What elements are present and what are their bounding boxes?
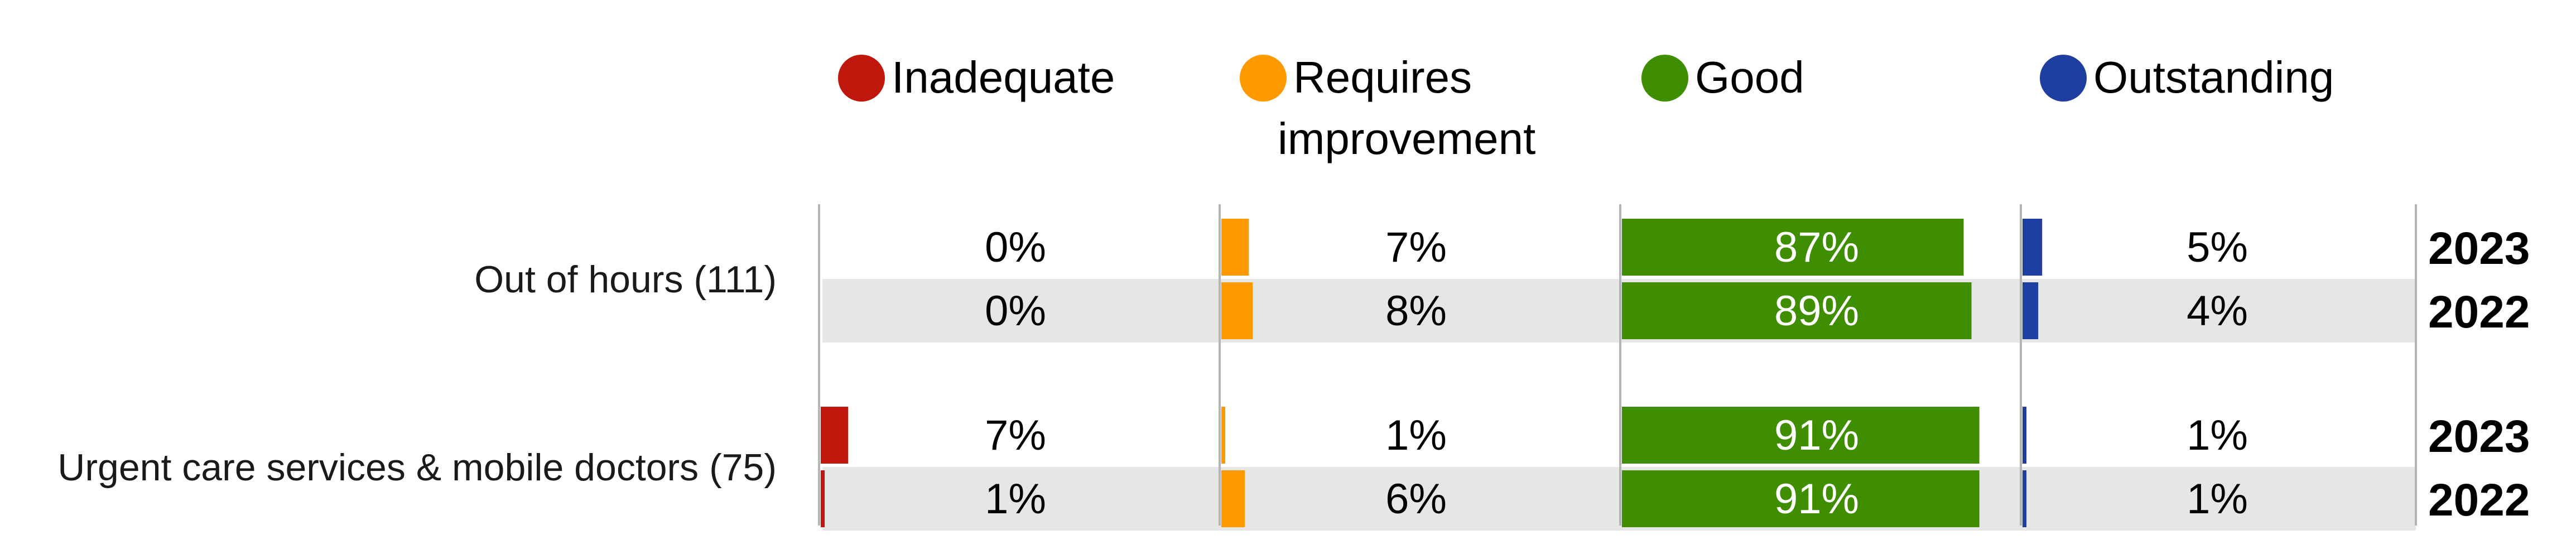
legend-label-requires-improvement: Requires improvement (1278, 52, 1535, 163)
legend-swatch-inadequate (838, 55, 885, 102)
value-label: 6% (1385, 475, 1447, 523)
year-label: 2023 (2428, 411, 2530, 462)
bar-requires-improvement (1221, 407, 1226, 464)
bar-inadequate (821, 407, 849, 464)
bar-good (1622, 407, 1980, 464)
value-label: 1% (985, 475, 1046, 523)
legend-label-outstanding: Outstanding (2093, 52, 2334, 102)
year-label: 2022 (2428, 287, 2530, 338)
bar-outstanding (2023, 407, 2027, 464)
bar-requires-improvement (1221, 470, 1245, 527)
legend-swatch-good (1641, 55, 1688, 102)
year-label: 2022 (2428, 475, 2530, 526)
value-label: 87% (1774, 224, 1859, 271)
bar-good (1622, 219, 1964, 276)
legend-label-inadequate: Inadequate (892, 52, 1115, 102)
value-label: 4% (2187, 287, 2248, 335)
value-label: 8% (1385, 287, 1447, 335)
value-label: 7% (1385, 224, 1447, 271)
category-label: Out of hours (111) (474, 258, 777, 301)
value-label: 7% (985, 412, 1046, 459)
bar-requires-improvement (1221, 282, 1253, 339)
bar-inadequate (821, 470, 825, 527)
category-label: Urgent care services & mobile doctors (7… (57, 446, 777, 489)
bar-good (1622, 282, 1972, 339)
bar-outstanding (2023, 219, 2043, 276)
bars (821, 219, 2043, 527)
value-label: 91% (1774, 475, 1859, 523)
bar-outstanding (2023, 470, 2027, 527)
value-label: 91% (1774, 412, 1859, 459)
bar-requires-improvement (1221, 219, 1249, 276)
value-label: 1% (1385, 412, 1447, 459)
panel-axes (818, 204, 2417, 526)
legend-label-good: Good (1695, 52, 1804, 102)
bar-outstanding (2023, 282, 2039, 339)
year-label: 2023 (2428, 223, 2530, 274)
value-label: 0% (985, 224, 1046, 271)
legend: Inadequate Requires improvement Good Outstan… (838, 52, 2334, 163)
value-label: 1% (2187, 412, 2248, 459)
value-label: 1% (2187, 475, 2248, 523)
value-label: 0% (985, 287, 1046, 335)
value-label: 5% (2187, 224, 2248, 271)
labels: 0% 0% 7% 1% 7% 8% 1% 6% 87% 89% 91% 91% 5% 4% 1% 1% 2023… (57, 223, 2530, 526)
legend-swatch-outstanding (2040, 55, 2087, 102)
bar-good (1622, 470, 1980, 527)
legend-swatch-requires-improvement (1240, 55, 1287, 102)
value-label: 89% (1774, 287, 1859, 335)
